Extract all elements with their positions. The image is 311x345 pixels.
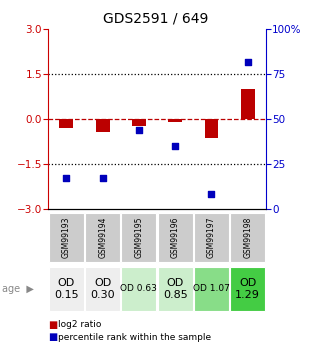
Text: GDS2591 / 649: GDS2591 / 649 <box>103 11 208 26</box>
Bar <box>122 267 156 311</box>
Bar <box>59 119 73 128</box>
Bar <box>49 213 84 262</box>
Point <box>245 59 250 65</box>
Text: OD 0.63: OD 0.63 <box>120 284 157 294</box>
Bar <box>158 213 193 262</box>
Text: age  ▶: age ▶ <box>2 284 33 294</box>
Text: OD
1.29: OD 1.29 <box>235 278 260 300</box>
Text: percentile rank within the sample: percentile rank within the sample <box>58 333 211 342</box>
Bar <box>122 213 156 262</box>
Bar <box>230 213 265 262</box>
Text: GSM99193: GSM99193 <box>62 217 71 258</box>
Bar <box>230 267 265 311</box>
Bar <box>49 267 84 311</box>
Bar <box>194 213 229 262</box>
Bar <box>205 119 218 138</box>
Text: GSM99194: GSM99194 <box>98 217 107 258</box>
Text: log2 ratio: log2 ratio <box>58 321 101 329</box>
Text: ■: ■ <box>48 333 58 342</box>
Bar <box>194 267 229 311</box>
Point <box>64 176 69 181</box>
Point <box>100 176 105 181</box>
Text: GSM99198: GSM99198 <box>243 217 252 258</box>
Text: GSM99196: GSM99196 <box>171 217 180 258</box>
Bar <box>85 267 120 311</box>
Text: OD
0.85: OD 0.85 <box>163 278 188 300</box>
Bar <box>96 119 109 132</box>
Point <box>209 191 214 197</box>
Bar <box>168 119 182 122</box>
Bar <box>241 89 255 119</box>
Text: ■: ■ <box>48 320 58 330</box>
Bar <box>85 213 120 262</box>
Text: OD
0.30: OD 0.30 <box>90 278 115 300</box>
Bar <box>132 119 146 127</box>
Bar <box>158 267 193 311</box>
Text: OD 1.07: OD 1.07 <box>193 284 230 294</box>
Text: OD
0.15: OD 0.15 <box>54 278 79 300</box>
Point <box>137 127 142 132</box>
Text: GSM99197: GSM99197 <box>207 217 216 258</box>
Point <box>173 143 178 149</box>
Text: GSM99195: GSM99195 <box>134 217 143 258</box>
